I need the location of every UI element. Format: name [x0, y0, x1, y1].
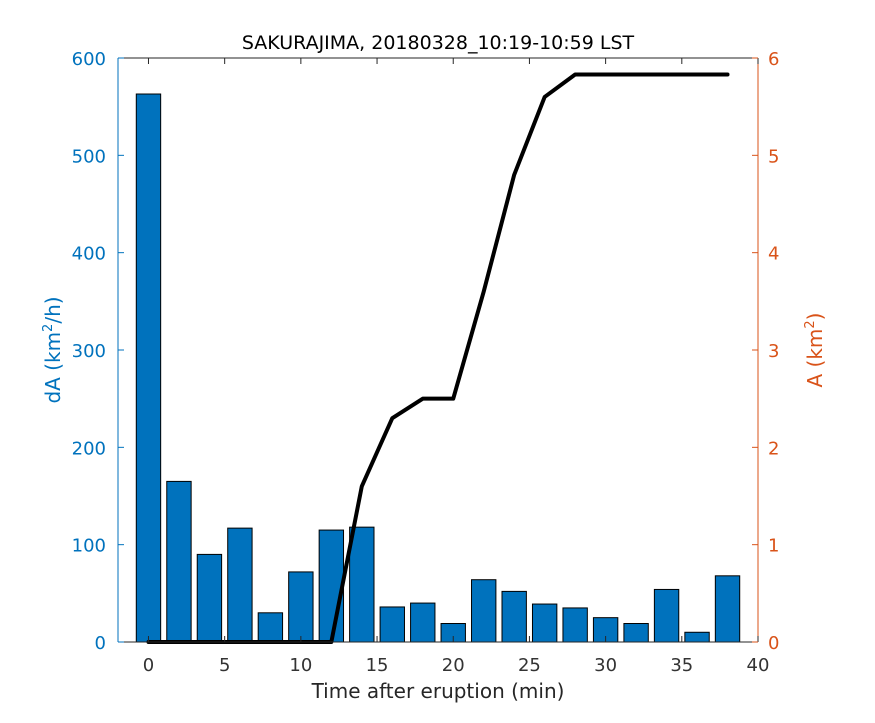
bar — [318, 529, 345, 643]
bar — [501, 590, 527, 643]
right-y-label-suffix: ) — [803, 313, 827, 321]
labels: SAKURAJIMA, 20180328_10:19-10:59 LST Tim… — [41, 32, 827, 703]
left-y-label-prefix: dA (km — [41, 332, 65, 404]
right-y-label-superscript: 2 — [803, 320, 818, 328]
axes: 0 5 10 15 20 25 30 35 40010020030040050060001234… — [72, 49, 780, 676]
bar — [471, 579, 497, 643]
right-y-tick-label: 6 — [768, 49, 779, 70]
right-y-tick-label: 4 — [768, 244, 779, 265]
left-y-tick-label: 500 — [72, 146, 106, 167]
bar — [227, 527, 253, 643]
x-tick-label: 20 — [442, 655, 465, 676]
x-tick-label: 0 — [143, 655, 154, 676]
x-tick-label: 10 — [289, 655, 312, 676]
chart-title: SAKURAJIMA, 20180328_10:19-10:59 LST — [242, 32, 635, 54]
cumulative-area-line — [146, 72, 730, 644]
bar — [349, 526, 375, 643]
bar — [166, 480, 192, 643]
right-y-tick-label: 5 — [768, 146, 779, 167]
plot-area — [118, 58, 758, 642]
x-tick-label: 5 — [219, 655, 230, 676]
right-y-axis-label: A (km2) — [803, 313, 827, 388]
left-y-axis-label: dA (km2/h) — [41, 296, 65, 403]
bar — [653, 588, 680, 643]
bar — [714, 575, 741, 643]
bar — [196, 553, 223, 643]
left-y-tick-label: 400 — [72, 244, 106, 265]
bar — [135, 93, 162, 643]
bar — [684, 631, 710, 643]
bar-series — [135, 93, 741, 643]
left-y-tick-label: 200 — [72, 438, 106, 459]
left-y-label-suffix: /h) — [41, 296, 65, 323]
bar — [623, 623, 649, 643]
bar — [379, 606, 405, 643]
x-tick-label: 25 — [518, 655, 541, 676]
bar — [562, 607, 588, 643]
bar — [531, 603, 558, 643]
right-y-tick-label: 3 — [768, 341, 779, 362]
right-y-tick-label: 0 — [768, 633, 779, 654]
left-y-tick-label: 0 — [95, 633, 106, 654]
bar — [288, 571, 314, 643]
left-y-label-superscript: 2 — [41, 324, 56, 332]
bar — [257, 612, 284, 643]
left-y-tick-label: 600 — [72, 49, 106, 70]
right-y-tick-label: 1 — [768, 536, 779, 557]
left-y-tick-label: 100 — [72, 536, 106, 557]
bar — [410, 602, 436, 643]
x-tick-label: 30 — [594, 655, 617, 676]
x-axis-label: Time after eruption (min) — [311, 679, 565, 703]
left-y-tick-label: 300 — [72, 341, 106, 362]
right-y-label-prefix: A (km — [803, 329, 827, 388]
x-tick-label: 35 — [670, 655, 693, 676]
x-tick-label: 40 — [747, 655, 770, 676]
x-tick-label: 15 — [366, 655, 389, 676]
right-y-tick-label: 2 — [768, 438, 779, 459]
